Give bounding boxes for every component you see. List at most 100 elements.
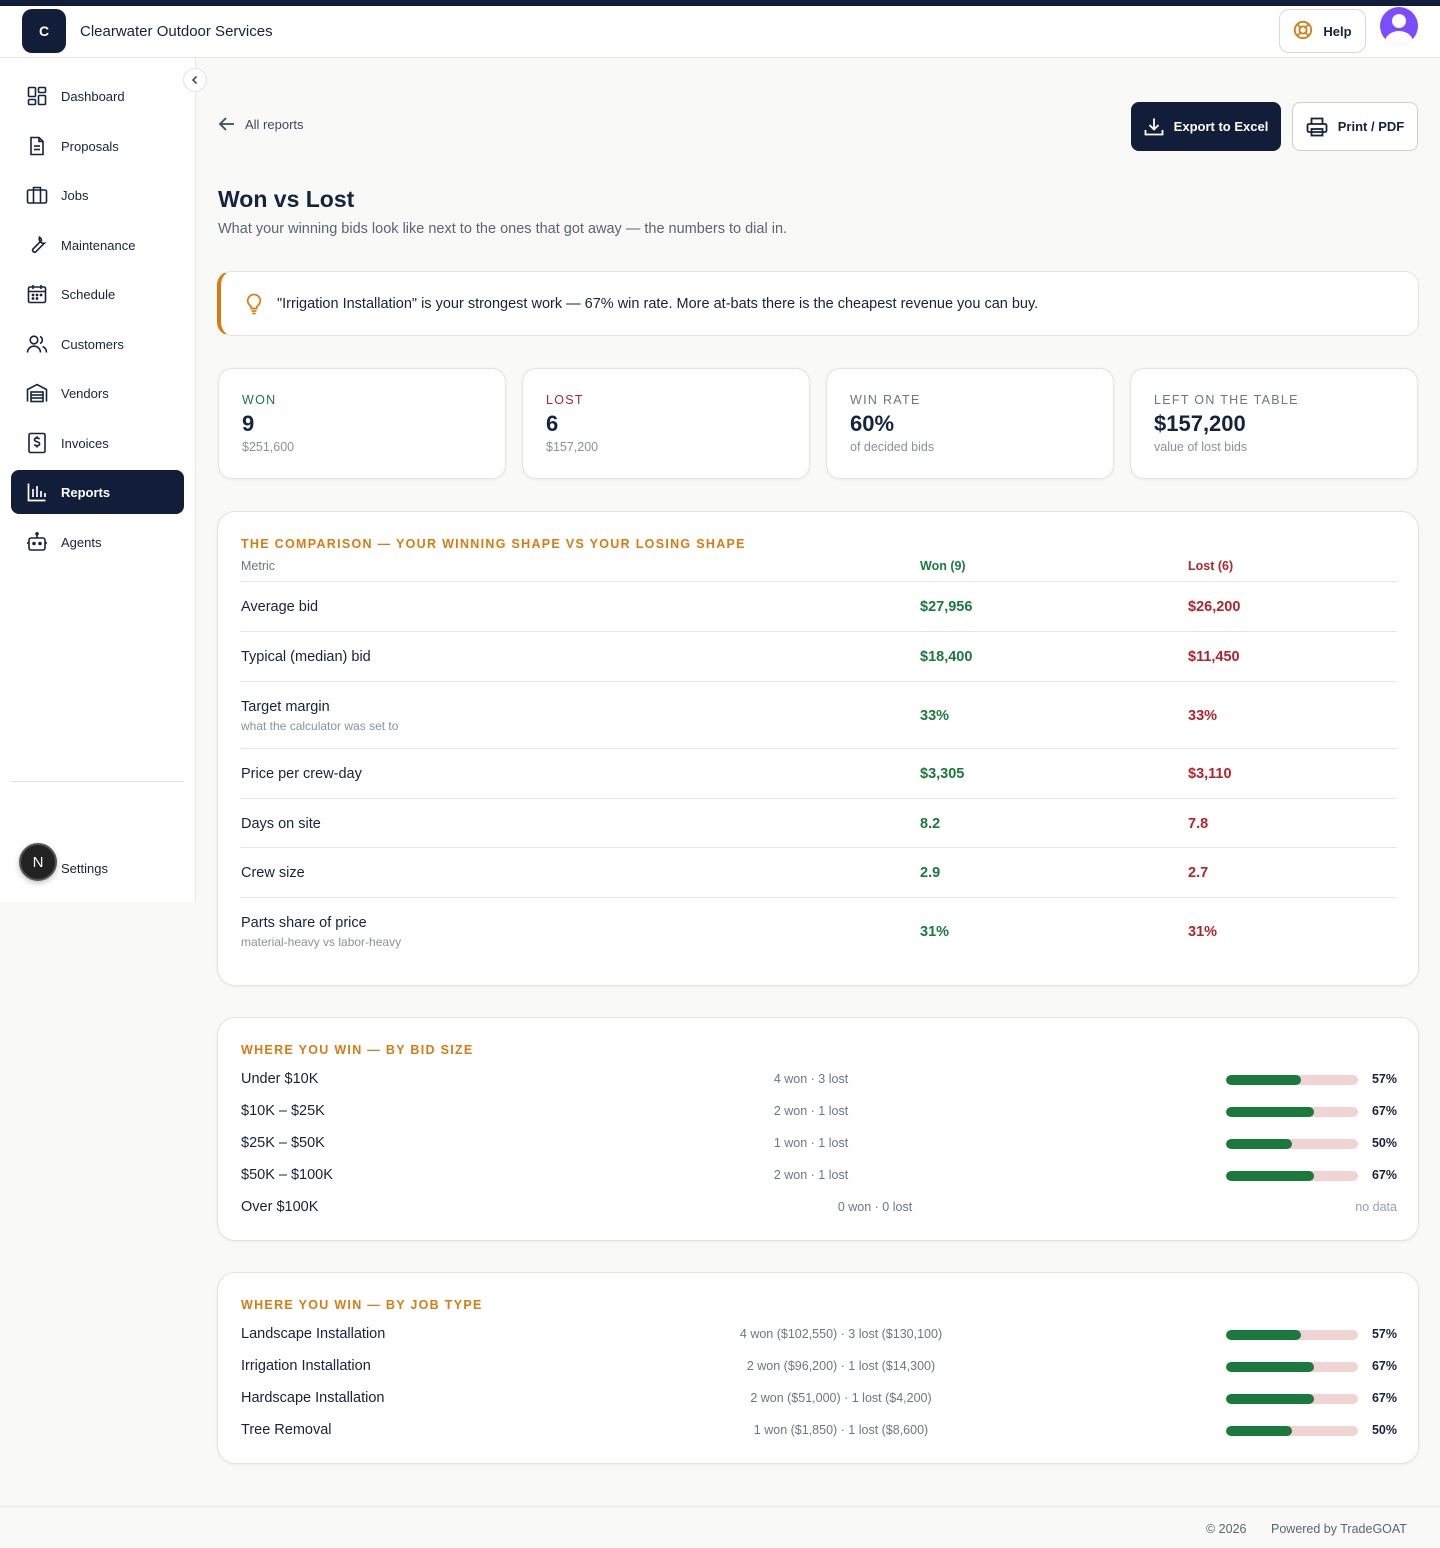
document-icon: [25, 134, 49, 158]
sidebar-item-maintenance[interactable]: Maintenance: [11, 223, 184, 267]
job-type-counts: 1 won ($1,850) · 1 lost ($8,600): [753, 1423, 929, 1437]
list-item: Hardscape Installation 2 won ($51,000) ·…: [241, 1389, 1397, 1409]
calendar-icon: [25, 282, 49, 306]
stat-sub: $251,600: [242, 440, 295, 454]
table-row: Days on site 8.2 7.8: [241, 799, 1397, 848]
help-button[interactable]: Help: [1279, 9, 1366, 53]
win-rate-percent: 67%: [1371, 1391, 1397, 1405]
stat-value: $157,200: [1154, 411, 1246, 436]
users-icon: [25, 332, 49, 356]
sidebar-item-settings[interactable]: Settings: [61, 861, 108, 876]
job-type-counts: 4 won ($102,550) · 3 lost ($130,100): [739, 1327, 943, 1341]
sidebar-item-proposals[interactable]: Proposals: [11, 124, 184, 168]
won-value: $18,400: [920, 649, 973, 665]
company-logo[interactable]: C: [22, 9, 66, 53]
job-type-counts: 2 won ($96,200) · 1 lost ($14,300): [746, 1359, 936, 1373]
sidebar-item-label: Maintenance: [61, 237, 136, 253]
next-dev-badge[interactable]: N: [19, 843, 57, 881]
metric-note: what the calculator was set to: [241, 719, 399, 733]
win-by-bid-size-card: WHERE YOU WIN — BY BID SIZE Under $10K 4…: [217, 1017, 1419, 1241]
export-label: Export to Excel: [1173, 119, 1269, 134]
bucket-name: Over $100K: [241, 1199, 319, 1215]
company-name: Clearwater Outdoor Services: [80, 23, 273, 40]
powered-by-link[interactable]: Powered by TradeGOAT: [1271, 1522, 1407, 1536]
table-row: Average bid $27,956 $26,200: [241, 582, 1397, 632]
sidebar-item-dashboard[interactable]: Dashboard: [11, 74, 184, 118]
stat-sub: of decided bids: [850, 440, 935, 454]
stat-sub: $157,200: [546, 440, 599, 454]
collapse-sidebar-button[interactable]: [183, 68, 207, 92]
bucket-name: $10K – $25K: [241, 1103, 325, 1119]
job-type-name: Tree Removal: [241, 1422, 332, 1438]
invoice-icon: [25, 431, 49, 455]
win-rate-fill: [1226, 1394, 1315, 1404]
list-item: $50K – $100K 2 won · 1 lost 67%: [241, 1166, 1397, 1186]
bucket-counts: 2 won · 1 lost: [773, 1104, 849, 1118]
win-by-job-type-card: WHERE YOU WIN — BY JOB TYPE Landscape In…: [217, 1272, 1419, 1464]
page-subtitle: What your winning bids look like next to…: [218, 221, 788, 237]
section-title: WHERE YOU WIN — BY JOB TYPE: [241, 1298, 483, 1312]
stat-value: 60%: [850, 411, 895, 436]
sidebar-item-label: Invoices: [61, 435, 109, 451]
lightbulb-icon: [245, 293, 263, 315]
win-rate-fill: [1226, 1362, 1315, 1372]
won-value: 2.9: [920, 865, 941, 881]
sidebar-item-schedule[interactable]: Schedule: [11, 272, 184, 316]
help-label: Help: [1323, 23, 1352, 39]
bucket-name: $25K – $50K: [241, 1135, 325, 1151]
metric-name: Price per crew-day: [241, 766, 362, 782]
table-row: Price per crew-day $3,305 $3,110: [241, 749, 1397, 799]
briefcase-icon: [25, 183, 49, 207]
win-rate-bar: [1226, 1075, 1358, 1085]
win-rate-percent: 67%: [1371, 1168, 1397, 1182]
stat-value: 6: [546, 411, 559, 436]
sidebar-item-invoices[interactable]: Invoices: [11, 421, 184, 465]
job-type-name: Hardscape Installation: [241, 1390, 385, 1406]
insight-callout: "Irrigation Installation" is your strong…: [217, 271, 1419, 336]
stat-card-left-on-table: LEFT ON THE TABLE $157,200 value of lost…: [1130, 368, 1418, 479]
stat-card-won: WON 9 $251,600: [218, 368, 506, 479]
list-item: $10K – $25K 2 won · 1 lost 67%: [241, 1102, 1397, 1122]
win-rate-fill: [1226, 1107, 1315, 1117]
win-rate-percent: 67%: [1371, 1104, 1397, 1118]
win-rate-bar: [1226, 1171, 1358, 1181]
chevron-left-icon: [191, 75, 198, 85]
sidebar-item-vendors[interactable]: Vendors: [11, 371, 184, 415]
win-rate-fill: [1226, 1075, 1302, 1085]
table-row: Parts share of price material-heavy vs l…: [241, 898, 1397, 965]
table-row: Target margin what the calculator was se…: [241, 682, 1397, 749]
sidebar-item-reports[interactable]: Reports: [11, 470, 184, 514]
user-avatar[interactable]: [1380, 7, 1418, 45]
metric-name: Parts share of price: [241, 915, 367, 931]
lost-value: 31%: [1188, 924, 1218, 940]
print-label: Print / PDF: [1337, 119, 1405, 134]
export-to-excel-button[interactable]: Export to Excel: [1131, 102, 1281, 151]
win-rate-bar: [1226, 1362, 1358, 1372]
bucket-counts: 0 won · 0 lost: [837, 1200, 913, 1214]
insight-text: "Irrigation Installation" is your strong…: [277, 295, 1039, 312]
comparison-card: THE COMPARISON — YOUR WINNING SHAPE VS Y…: [217, 511, 1419, 986]
sidebar-item-label: Schedule: [61, 286, 116, 302]
robot-icon: [25, 530, 49, 554]
sidebar-item-customers[interactable]: Customers: [11, 322, 184, 366]
printer-icon: [1306, 117, 1328, 136]
back-to-reports-link[interactable]: All reports: [218, 115, 304, 133]
sidebar-item-jobs[interactable]: Jobs: [11, 173, 184, 217]
lifebuoy-icon: [1293, 20, 1313, 43]
win-rate-bar: [1226, 1330, 1358, 1340]
metric-note: material-heavy vs labor-heavy: [241, 935, 402, 949]
stat-label: WON: [242, 393, 277, 407]
win-rate-percent: 50%: [1371, 1423, 1397, 1437]
win-rate-percent: 67%: [1371, 1359, 1397, 1373]
lost-value: $26,200: [1188, 599, 1241, 615]
bucket-name: Under $10K: [241, 1071, 319, 1087]
job-type-name: Irrigation Installation: [241, 1358, 371, 1374]
metric-name: Typical (median) bid: [241, 649, 371, 665]
win-rate-bar: [1226, 1394, 1358, 1404]
sidebar-item-agents[interactable]: Agents: [11, 520, 184, 564]
win-rate-percent: 57%: [1371, 1072, 1397, 1086]
print-pdf-button[interactable]: Print / PDF: [1292, 102, 1418, 151]
won-value: 33%: [920, 708, 950, 724]
list-item: Landscape Installation 4 won ($102,550) …: [241, 1325, 1397, 1345]
lost-value: 7.8: [1188, 816, 1209, 832]
